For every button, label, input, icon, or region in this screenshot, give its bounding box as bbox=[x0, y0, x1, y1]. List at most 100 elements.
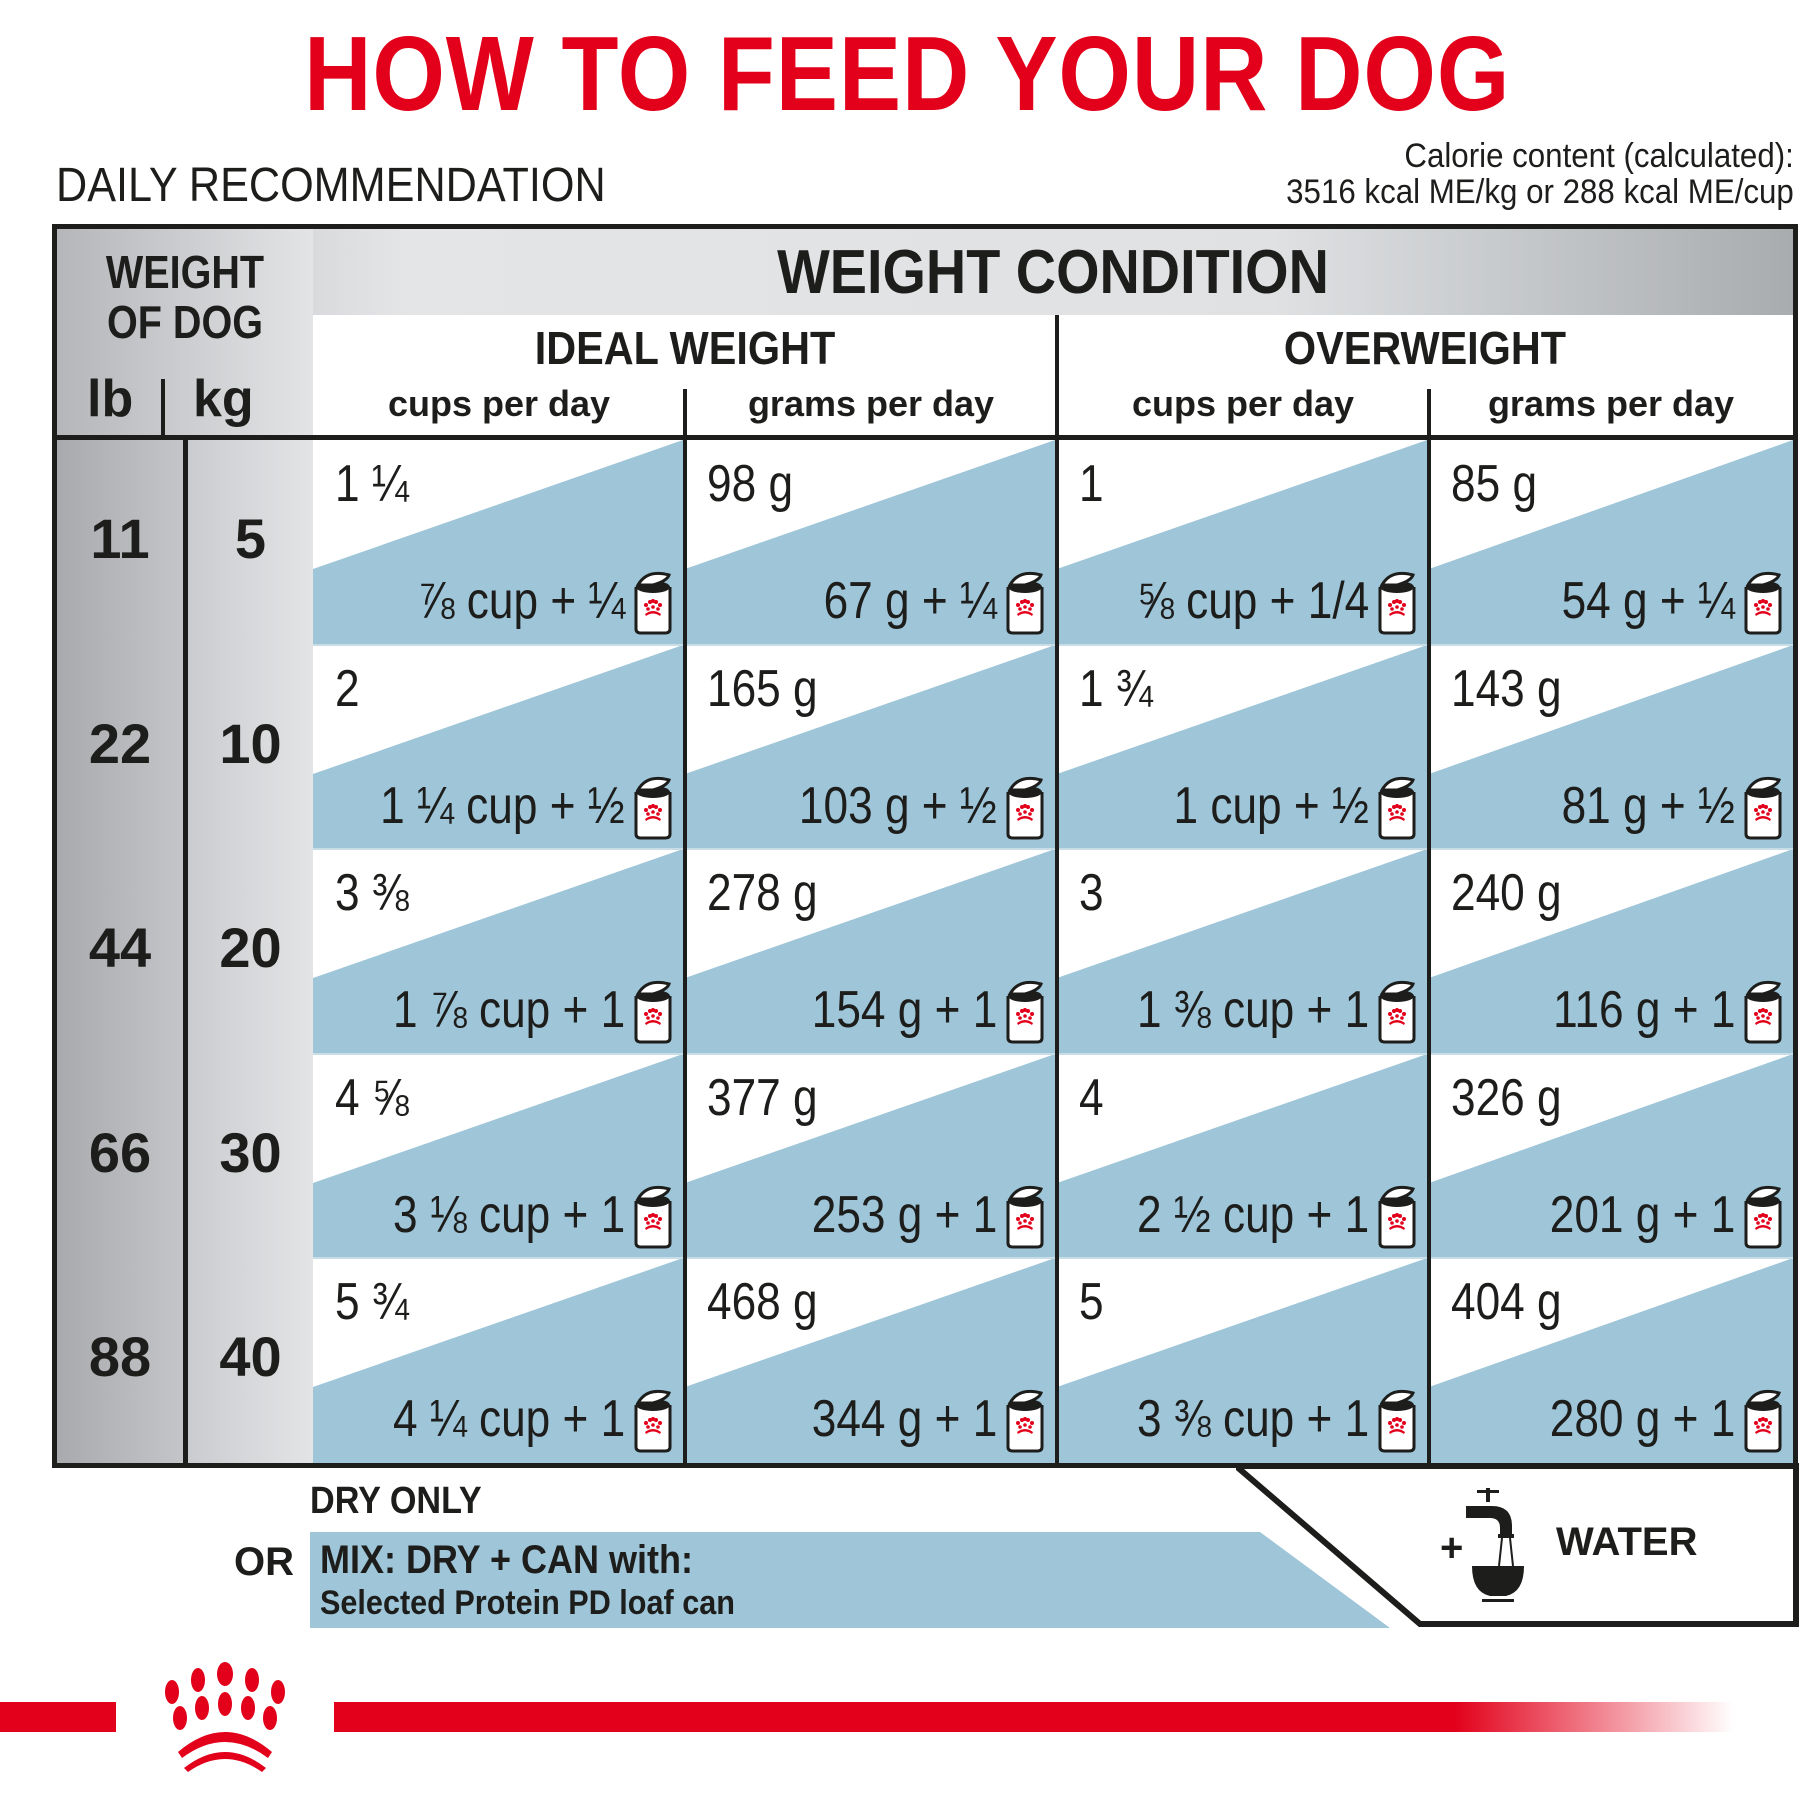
weight-lb: 66 bbox=[88, 1121, 152, 1184]
calorie-line-1: Calorie content (calculated): bbox=[1404, 137, 1794, 175]
weight-lb: 44 bbox=[88, 916, 152, 979]
mix-amount: 280 g + 1 bbox=[1549, 1390, 1735, 1448]
feeding-cell: 143 g 81 g + ½ bbox=[1429, 645, 1793, 850]
weight-kg: 20 bbox=[219, 916, 282, 979]
feeding-cell: 1 ⅝ cup + 1/4 bbox=[1057, 440, 1427, 645]
dry-only-amount: 3 ⅜ bbox=[335, 864, 409, 922]
dry-only-amount: 4 bbox=[1079, 1069, 1104, 1127]
feeding-cell: 278 g 154 g + 1 bbox=[685, 849, 1055, 1054]
header-band bbox=[57, 229, 1793, 315]
row-divider bbox=[313, 848, 1793, 850]
can-icon bbox=[633, 1389, 673, 1453]
feeding-cell: 468 g 344 g + 1 bbox=[685, 1258, 1055, 1463]
mix-amount: 81 g + ½ bbox=[1561, 777, 1735, 835]
feeding-cell: 1 ¼ ⅞ cup + ¼ bbox=[313, 440, 683, 645]
royal-canin-crown-logo bbox=[165, 1662, 285, 1772]
legend-or: OR bbox=[234, 1540, 294, 1584]
dry-only-amount: 1 ¾ bbox=[1079, 660, 1153, 718]
can-icon bbox=[1377, 1185, 1417, 1249]
mix-amount: ⅝ cup + 1/4 bbox=[1136, 572, 1369, 630]
weight-lb: 88 bbox=[88, 1325, 152, 1388]
legend-mix-title: MIX: DRY + CAN with: bbox=[320, 1538, 694, 1582]
dry-only-amount: 240 g bbox=[1451, 864, 1562, 922]
weight-kg: 40 bbox=[219, 1325, 282, 1388]
lb-kg-divider bbox=[183, 435, 188, 1463]
ideal-cups-header: cups per day bbox=[387, 383, 611, 424]
dry-only-amount: 98 g bbox=[707, 455, 794, 513]
feeding-cell: 4 ⅝ 3 ⅛ cup + 1 bbox=[313, 1054, 683, 1259]
mix-amount: 344 g + 1 bbox=[811, 1390, 997, 1448]
legend-mix-subtitle: Selected Protein PD loaf can bbox=[320, 1584, 735, 1622]
weight-kg: 5 bbox=[234, 507, 267, 570]
dry-only-amount: 1 bbox=[1079, 455, 1104, 513]
can-icon bbox=[1743, 1389, 1783, 1453]
mix-amount: 201 g + 1 bbox=[1549, 1186, 1735, 1244]
can-icon bbox=[1743, 571, 1783, 635]
brand-bar-right bbox=[334, 1702, 1734, 1732]
mix-amount: ⅞ cup + ¼ bbox=[417, 572, 625, 630]
water-box bbox=[1236, 1463, 1799, 1627]
water-label: WATER bbox=[1556, 1520, 1698, 1564]
mix-amount: 116 g + 1 bbox=[1552, 981, 1735, 1039]
weight-kg: 10 bbox=[219, 712, 282, 775]
column-divider bbox=[1427, 435, 1431, 1463]
can-icon bbox=[633, 1185, 673, 1249]
mix-amount: 1 ⅜ cup + 1 bbox=[1136, 981, 1369, 1039]
row-divider bbox=[313, 1053, 1793, 1055]
mix-amount: 4 ¼ cup + 1 bbox=[392, 1390, 625, 1448]
weight-lb: 11 bbox=[90, 507, 150, 570]
ideal-grams-header: grams per day bbox=[747, 383, 995, 424]
brand-bar-left bbox=[0, 1702, 116, 1732]
feeding-cell: 2 1 ¼ cup + ½ bbox=[313, 645, 683, 850]
dry-only-amount: 3 bbox=[1079, 864, 1104, 922]
daily-recommendation-heading: DAILY RECOMMENDATION bbox=[56, 159, 606, 212]
mix-amount: 253 g + 1 bbox=[811, 1186, 997, 1244]
dry-only-amount: 165 g bbox=[707, 660, 818, 718]
feeding-cell: 5 ¾ 4 ¼ cup + 1 bbox=[313, 1258, 683, 1463]
dry-only-amount: 468 g bbox=[707, 1273, 818, 1331]
feeding-cell: 3 ⅜ 1 ⅞ cup + 1 bbox=[313, 849, 683, 1054]
can-icon bbox=[1743, 1185, 1783, 1249]
divider bbox=[1427, 389, 1431, 435]
can-icon bbox=[1005, 776, 1045, 840]
unit-kg: kg bbox=[193, 370, 254, 428]
calorie-line-2: 3516 kcal ME/kg or 288 kcal ME/cup bbox=[1286, 173, 1794, 211]
weight-condition-title: WEIGHT CONDITION bbox=[777, 238, 1329, 307]
dry-only-amount: 85 g bbox=[1451, 455, 1538, 513]
unit-lb: lb bbox=[87, 370, 134, 428]
can-icon bbox=[1005, 571, 1045, 635]
feeding-cell: 1 ¾ 1 cup + ½ bbox=[1057, 645, 1427, 850]
can-icon bbox=[1005, 980, 1045, 1044]
row-divider bbox=[313, 1257, 1793, 1259]
can-icon bbox=[633, 571, 673, 635]
overweight-grams-header: grams per day bbox=[1487, 383, 1735, 424]
dry-only-amount: 1 ¼ bbox=[335, 455, 409, 513]
feeding-cell: 165 g 103 g + ½ bbox=[685, 645, 1055, 850]
feeding-cell: 3 1 ⅜ cup + 1 bbox=[1057, 849, 1427, 1054]
page-title: HOW TO FEED YOUR DOG bbox=[304, 15, 1511, 133]
can-icon bbox=[1377, 1389, 1417, 1453]
can-icon bbox=[1377, 776, 1417, 840]
can-icon bbox=[1005, 1389, 1045, 1453]
mix-amount: 1 ⅞ cup + 1 bbox=[392, 981, 625, 1039]
mix-amount: 154 g + 1 bbox=[811, 981, 997, 1039]
can-icon bbox=[1743, 776, 1783, 840]
subheader-bg bbox=[313, 315, 1793, 435]
dry-only-amount: 4 ⅝ bbox=[335, 1069, 409, 1127]
legend-dry-only: DRY ONLY bbox=[310, 1480, 482, 1522]
unit-divider bbox=[161, 379, 165, 435]
can-icon bbox=[633, 980, 673, 1044]
faucet-bowl-icon bbox=[1466, 1488, 1524, 1602]
feeding-cell: 377 g 253 g + 1 bbox=[685, 1054, 1055, 1259]
dry-only-amount: 143 g bbox=[1451, 660, 1562, 718]
mix-amount: 67 g + ¼ bbox=[823, 572, 997, 630]
can-icon bbox=[633, 776, 673, 840]
dry-only-amount: 5 bbox=[1079, 1273, 1104, 1331]
ideal-weight-heading: IDEAL WEIGHT bbox=[534, 322, 836, 374]
dry-only-amount: 404 g bbox=[1451, 1273, 1562, 1331]
weight-of-dog-header: WEIGHT OF DOG bbox=[105, 246, 265, 348]
dry-only-amount: 278 g bbox=[707, 864, 818, 922]
feeding-cell: 404 g 280 g + 1 bbox=[1429, 1258, 1793, 1463]
feeding-cell: 326 g 201 g + 1 bbox=[1429, 1054, 1793, 1259]
can-icon bbox=[1377, 571, 1417, 635]
